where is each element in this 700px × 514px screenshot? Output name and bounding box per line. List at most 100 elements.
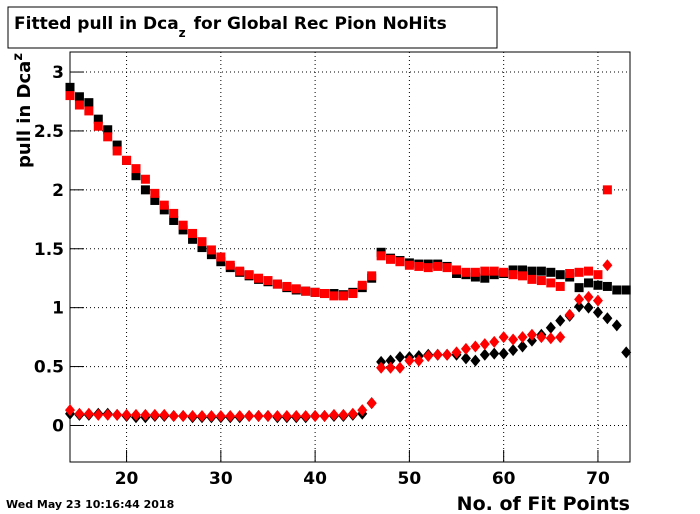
data-point xyxy=(545,332,556,345)
data-point xyxy=(348,289,358,299)
data-point xyxy=(84,106,94,116)
data-point xyxy=(508,265,518,275)
data-point xyxy=(395,257,405,267)
data-point xyxy=(584,266,594,276)
data-point xyxy=(130,408,141,421)
data-point xyxy=(112,146,122,156)
title-text: Fitted pull in Dca xyxy=(14,14,179,34)
data-point xyxy=(593,280,603,290)
x-tick-label: 60 xyxy=(492,469,516,489)
data-point xyxy=(188,234,198,244)
data-point xyxy=(518,271,528,281)
data-point xyxy=(470,354,481,367)
y-label-subscript: z xyxy=(11,53,26,61)
data-point xyxy=(102,408,113,421)
data-point xyxy=(159,200,169,210)
y-label-text: pull in Dca xyxy=(14,61,35,168)
data-point xyxy=(489,266,499,276)
data-point xyxy=(320,289,330,299)
data-point xyxy=(206,410,217,423)
chart-title: Fitted pull in Dcaz for Global Rec Pion N… xyxy=(14,14,447,40)
data-point xyxy=(150,195,160,205)
data-point xyxy=(244,270,254,280)
data-point xyxy=(328,408,339,421)
data-point xyxy=(584,278,594,288)
x-axis-label: No. of Fit Points xyxy=(457,493,630,514)
data-point xyxy=(413,354,424,367)
data-point xyxy=(169,215,179,225)
data-point xyxy=(169,208,179,218)
data-point xyxy=(282,281,292,291)
data-point xyxy=(301,286,311,296)
data-point xyxy=(489,335,500,348)
data-point xyxy=(611,319,622,332)
data-point xyxy=(433,261,443,271)
data-point xyxy=(338,291,348,301)
data-point xyxy=(254,273,264,283)
data-point xyxy=(489,347,500,360)
data-point xyxy=(93,408,104,421)
data-point xyxy=(216,252,226,262)
data-point xyxy=(612,285,622,295)
data-point xyxy=(602,185,612,195)
data-point xyxy=(206,245,216,255)
data-point xyxy=(216,257,226,267)
data-point xyxy=(121,408,132,421)
data-point xyxy=(423,349,434,362)
data-point xyxy=(621,346,632,359)
data-point xyxy=(555,331,566,344)
data-point xyxy=(517,331,528,344)
data-point xyxy=(583,301,594,314)
data-point xyxy=(602,259,613,272)
data-point xyxy=(178,220,188,230)
data-point xyxy=(83,407,94,420)
data-point xyxy=(215,410,226,423)
data-point xyxy=(196,410,207,423)
data-point xyxy=(583,291,594,304)
data-point xyxy=(103,125,113,135)
data-point xyxy=(197,243,207,253)
data-point xyxy=(225,410,236,423)
data-point xyxy=(442,348,453,361)
data-point xyxy=(593,270,603,280)
data-point xyxy=(574,300,585,313)
data-point xyxy=(178,225,188,235)
data-point xyxy=(74,92,84,102)
data-point xyxy=(159,408,170,421)
data-point xyxy=(74,407,85,420)
y-tick-label: 1 xyxy=(52,299,64,319)
y-tick-label: 2.5 xyxy=(34,122,64,142)
data-point xyxy=(536,331,547,344)
x-tick-label: 50 xyxy=(398,469,422,489)
data-point xyxy=(508,270,518,280)
data-point xyxy=(592,294,603,307)
data-point xyxy=(376,251,386,261)
data-point xyxy=(517,340,528,353)
title-subscript: z xyxy=(179,26,186,40)
data-point xyxy=(442,263,452,273)
data-point xyxy=(84,98,94,108)
data-point xyxy=(394,361,405,374)
x-tick-label: 40 xyxy=(303,469,327,489)
data-point xyxy=(470,340,481,353)
data-point xyxy=(65,82,75,92)
data-point xyxy=(366,397,377,410)
data-point xyxy=(244,410,255,423)
data-point xyxy=(140,408,151,421)
data-point xyxy=(225,260,235,270)
data-point xyxy=(357,404,368,417)
data-point xyxy=(263,276,273,286)
data-point xyxy=(291,284,301,294)
data-point xyxy=(347,407,358,420)
data-point xyxy=(555,314,566,327)
data-point xyxy=(404,260,414,270)
data-point xyxy=(206,250,216,260)
y-tick-label: 3 xyxy=(52,63,64,83)
title-box xyxy=(7,6,498,49)
data-point xyxy=(574,267,584,277)
data-point xyxy=(281,410,292,423)
data-point xyxy=(65,91,75,101)
data-point xyxy=(272,279,282,289)
data-point xyxy=(93,121,103,131)
